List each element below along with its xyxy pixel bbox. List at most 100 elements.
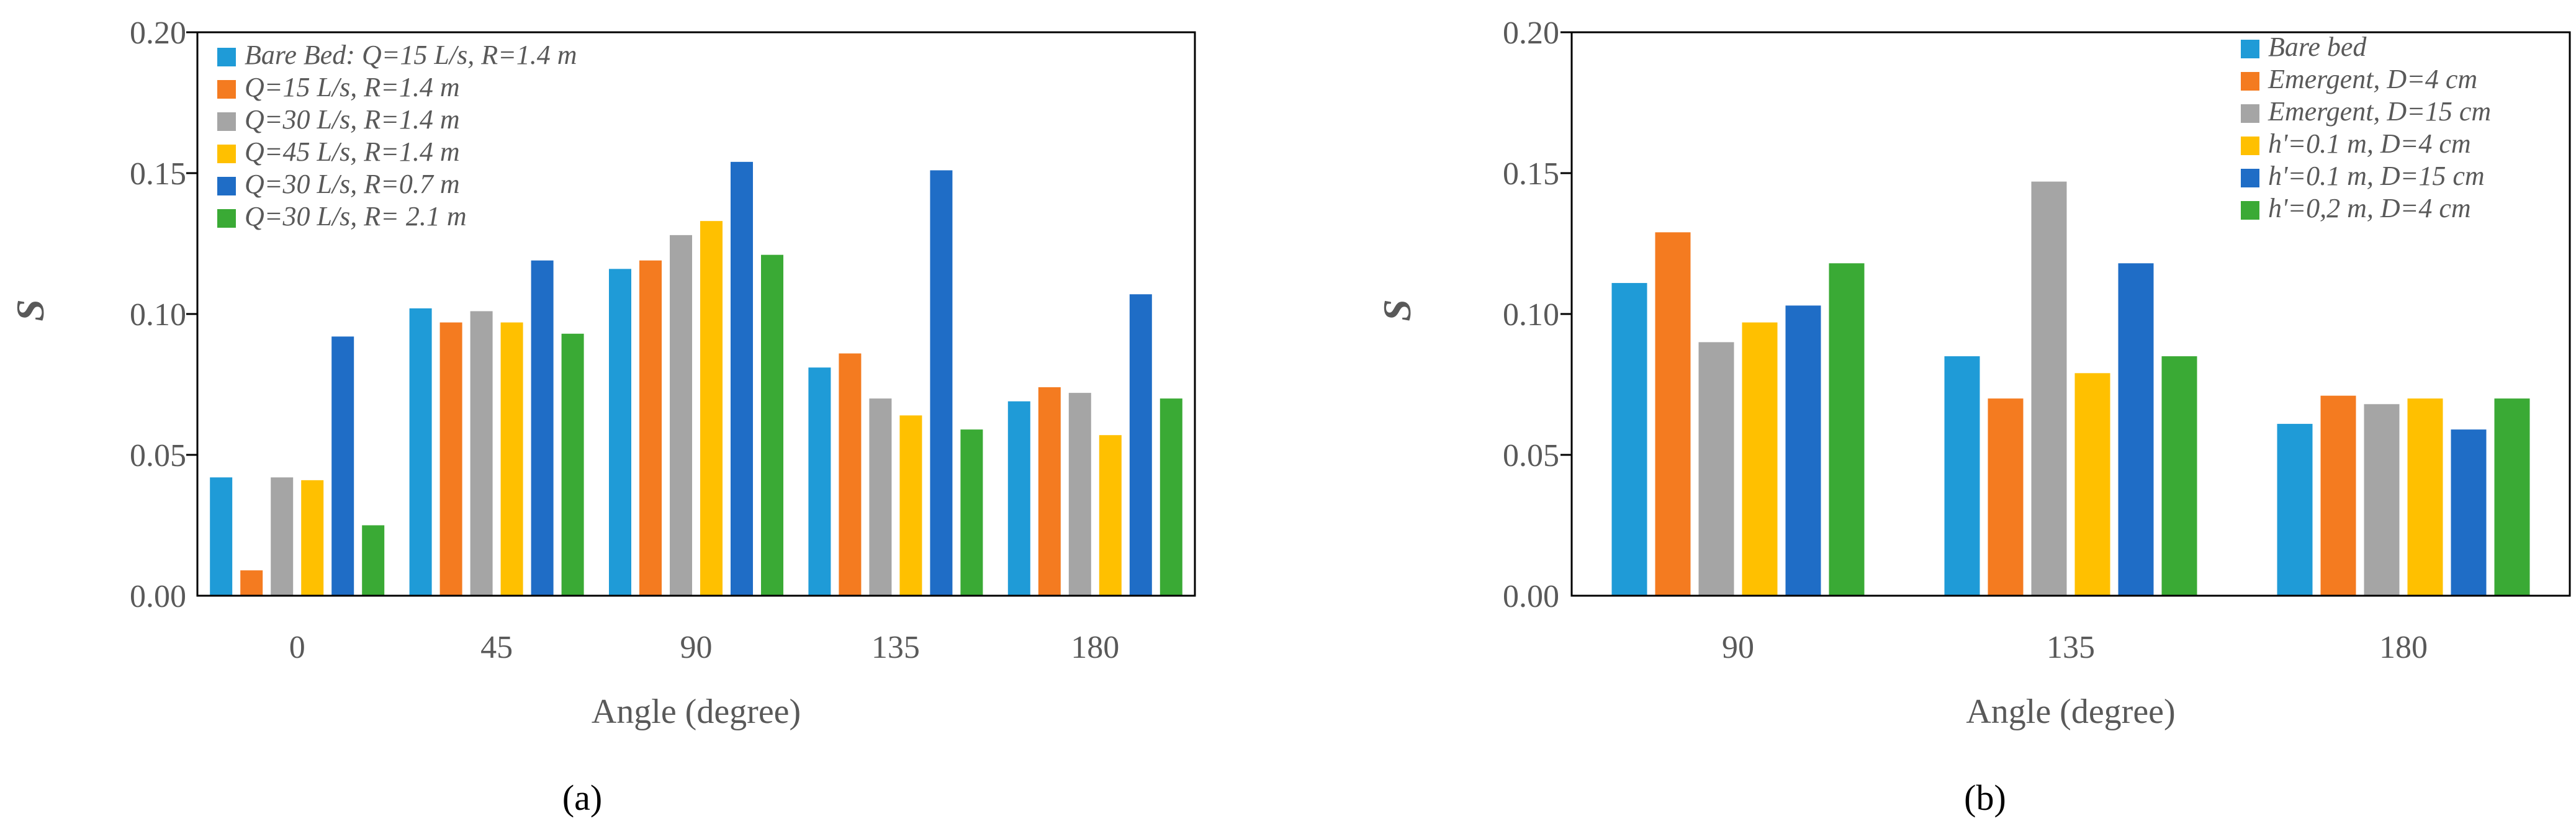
x-tick-label: 135 xyxy=(2047,630,2095,665)
bar-45-series-6 xyxy=(561,333,584,596)
legend-label-6: Q=30 L/s, R= 2.1 m xyxy=(245,201,467,231)
legend-swatch-3 xyxy=(217,112,236,131)
bar-90-series-1 xyxy=(1611,283,1647,596)
legend-swatch-4 xyxy=(217,145,236,163)
x-tick-label: 90 xyxy=(680,630,713,665)
legend-label-3: Emergent, D=15 cm xyxy=(2268,96,2491,127)
bar-135-series-3 xyxy=(869,398,892,596)
bar-90-series-3 xyxy=(1698,342,1734,596)
legend-label-5: Q=30 L/s, R=0.7 m xyxy=(245,169,460,199)
y-tick-label: 0.20 xyxy=(130,16,186,51)
bar-135-series-6 xyxy=(2161,356,2197,596)
y-tick-label: 0.15 xyxy=(1503,156,1559,192)
y-tick-label: 0.05 xyxy=(130,438,186,473)
bar-45-series-4 xyxy=(500,322,523,596)
legend-label-4: h'=0.1 m, D=4 cm xyxy=(2268,128,2471,159)
bar-90-series-6 xyxy=(761,254,783,596)
panel-caption: (a) xyxy=(562,778,602,818)
y-axis-title: S xyxy=(8,299,52,321)
bar-180-series-2 xyxy=(1038,387,1061,596)
legend-swatch-2 xyxy=(217,80,236,99)
y-tick-label: 0.00 xyxy=(130,579,186,614)
bar-180-series-3 xyxy=(2364,404,2400,596)
bar-0-series-6 xyxy=(362,525,385,596)
bar-180-series-2 xyxy=(2320,395,2356,596)
bar-180-series-1 xyxy=(2277,424,2313,596)
legend-swatch-6 xyxy=(2241,201,2259,220)
bar-180-series-3 xyxy=(1068,393,1091,596)
y-tick-label: 0.10 xyxy=(130,297,186,333)
bar-135-series-5 xyxy=(930,170,953,596)
bar-180-series-5 xyxy=(1129,294,1152,596)
legend-swatch-1 xyxy=(217,48,236,66)
plot-frame xyxy=(196,31,1196,597)
bar-0-series-1 xyxy=(210,477,233,596)
bar-135-series-6 xyxy=(960,429,983,596)
legend-label-5: h'=0.1 m, D=15 cm xyxy=(2268,161,2485,191)
bar-45-series-1 xyxy=(409,308,432,596)
legend-label-4: Q=45 L/s, R=1.4 m xyxy=(245,137,460,167)
bar-180-series-5 xyxy=(2451,429,2487,596)
bar-45-series-3 xyxy=(470,311,493,596)
y-tick-label: 0.05 xyxy=(1503,438,1559,473)
bar-135-series-2 xyxy=(839,353,862,596)
x-tick-label: 135 xyxy=(871,630,920,665)
y-tick-label: 0.20 xyxy=(1503,16,1559,51)
bar-90-series-1 xyxy=(609,269,631,596)
y-tick-label: 0.00 xyxy=(1503,579,1559,614)
legend-swatch-3 xyxy=(2241,104,2259,123)
legend-swatch-2 xyxy=(2241,72,2259,91)
bar-90-series-5 xyxy=(731,161,753,596)
legend-swatch-5 xyxy=(217,177,236,195)
legend-swatch-5 xyxy=(2241,169,2259,187)
plot-frame xyxy=(1570,31,2571,597)
bar-90-series-6 xyxy=(1829,263,1865,596)
legend-swatch-6 xyxy=(217,209,236,228)
bar-45-series-2 xyxy=(439,322,462,596)
chart-b: 0.00 0.05 0.10 0.15 0.20 90 135 180 Angle (degre… xyxy=(1375,16,2571,818)
bar-135-series-5 xyxy=(2118,263,2154,596)
panel-caption: (b) xyxy=(1964,778,2006,818)
legend-label-3: Q=30 L/s, R=1.4 m xyxy=(245,104,460,135)
x-axis-title: Angle (degree) xyxy=(592,693,801,731)
y-tick-label: 0.15 xyxy=(130,156,186,192)
legend-label-1: Bare Bed: Q=15 L/s, R=1.4 m xyxy=(245,40,577,70)
bar-90-series-2 xyxy=(1655,232,1691,596)
bar-180-series-1 xyxy=(1007,401,1030,596)
bar-0-series-3 xyxy=(271,477,294,596)
bar-90-series-4 xyxy=(1742,322,1778,596)
bar-90-series-3 xyxy=(670,235,692,596)
bar-45-series-5 xyxy=(531,260,554,596)
bar-0-series-2 xyxy=(240,570,263,596)
x-tick-label: 45 xyxy=(480,630,513,665)
x-axis-title: Angle (degree) xyxy=(1966,693,2175,731)
legend-label-2: Q=15 L/s, R=1.4 m xyxy=(245,72,460,102)
bar-135-series-1 xyxy=(808,367,831,596)
bar-135-series-4 xyxy=(899,415,922,596)
legend-swatch-4 xyxy=(2241,137,2259,155)
x-tick-label: 90 xyxy=(1722,630,1754,665)
bar-135-series-1 xyxy=(1944,356,1980,596)
bar-135-series-2 xyxy=(1988,398,2024,596)
y-tick-label: 0.10 xyxy=(1503,297,1559,333)
bar-90-series-2 xyxy=(639,260,662,596)
legend-swatch-1 xyxy=(2241,40,2259,58)
x-tick-label: 0 xyxy=(289,630,305,665)
legend-label-1: Bare bed xyxy=(2268,32,2367,62)
bar-180-series-6 xyxy=(1160,398,1182,596)
bar-180-series-4 xyxy=(1099,435,1122,596)
bar-180-series-4 xyxy=(2407,398,2443,596)
bar-90-series-5 xyxy=(1785,305,1821,596)
chart-a: 0.00 0.05 0.10 0.15 0.20 0 45 90 135 180 Angle (de… xyxy=(8,16,1196,818)
legend-label-6: h'=0,2 m, D=4 cm xyxy=(2268,193,2471,223)
x-tick-label: 180 xyxy=(1071,630,1119,665)
legend-label-2: Emergent, D=4 cm xyxy=(2268,64,2477,94)
bar-135-series-3 xyxy=(2031,181,2067,596)
bar-135-series-4 xyxy=(2074,373,2110,596)
bar-0-series-4 xyxy=(301,480,324,596)
y-axis-title: S xyxy=(1375,299,1419,321)
bar-180-series-6 xyxy=(2494,398,2530,596)
x-tick-label: 180 xyxy=(2379,630,2428,665)
bar-0-series-5 xyxy=(331,336,354,596)
